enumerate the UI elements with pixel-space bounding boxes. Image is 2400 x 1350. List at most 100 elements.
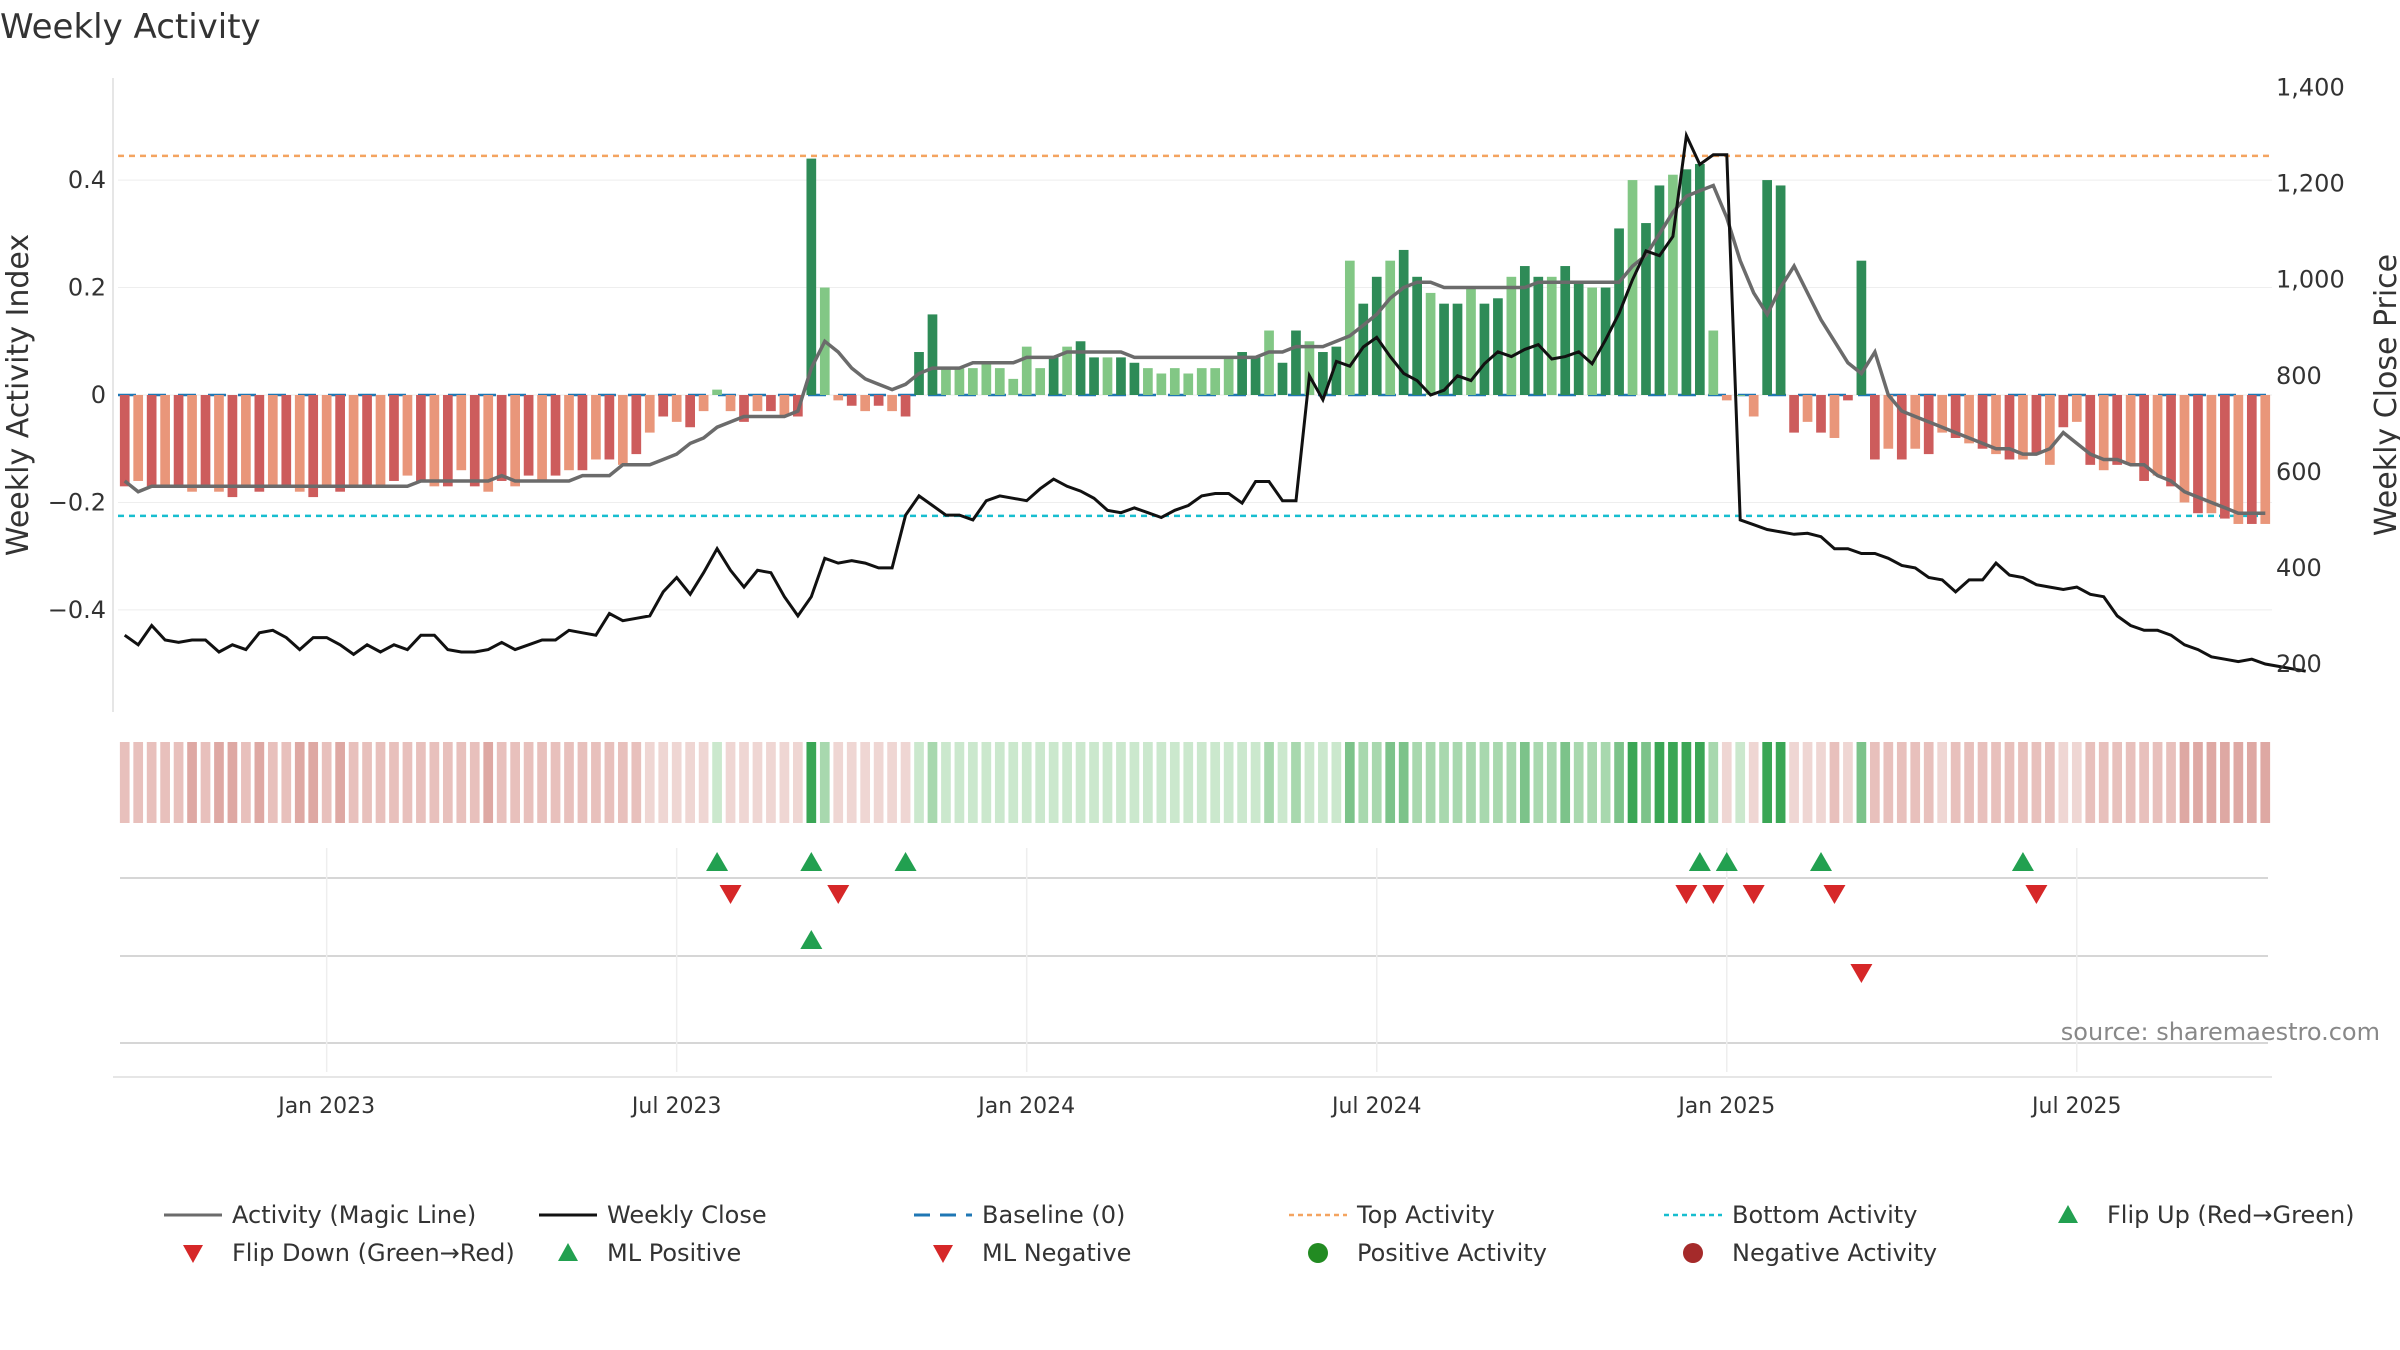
heat-cell <box>1937 742 1948 823</box>
heat-cell <box>1331 742 1342 823</box>
heat-cell <box>752 742 763 823</box>
heat-cell <box>1344 742 1355 823</box>
activity-bar <box>1291 330 1301 395</box>
legend-label: Flip Up (Red→Green) <box>2107 1201 2355 1229</box>
heat-cell <box>1775 742 1786 823</box>
heat-cell <box>375 742 386 823</box>
heat-cell <box>819 742 830 823</box>
activity-bar <box>2045 395 2055 465</box>
activity-bar <box>335 395 345 492</box>
heat-cell <box>712 742 722 823</box>
activity-bar <box>200 395 211 487</box>
heat-cell <box>1735 742 1746 823</box>
heat-cell <box>833 742 844 823</box>
activity-bar <box>402 395 413 476</box>
heat-cell <box>1008 742 1019 823</box>
heat-cell <box>1668 742 1678 823</box>
activity-bar <box>1385 260 1396 395</box>
heat-cell <box>1452 742 1463 823</box>
y2-tick-label: 800 <box>2276 362 2322 390</box>
y2-tick-label: 1,200 <box>2276 170 2345 198</box>
activity-bar <box>1264 330 1274 395</box>
activity-bar <box>146 395 157 487</box>
heat-cell <box>1519 742 1530 823</box>
heat-cell <box>1856 742 1867 823</box>
heat-cell <box>160 742 170 823</box>
heat-cell <box>1950 742 1961 823</box>
heat-cell <box>2031 742 2042 823</box>
x-tick-label: Jul 2025 <box>2030 1094 2122 1119</box>
activity-bar <box>1250 357 1261 395</box>
activity-bar <box>577 395 588 471</box>
heat-cell <box>577 742 588 823</box>
heat-cell <box>1977 742 1988 823</box>
heat-cell <box>1816 742 1826 823</box>
heat-cell <box>1789 742 1799 823</box>
legend-item: ML Negative <box>912 1238 1131 1268</box>
heat-cell <box>200 742 211 823</box>
heat-cell <box>631 742 642 823</box>
heat-cell <box>1237 742 1247 823</box>
flip-down-marker <box>1675 885 1698 904</box>
heat-cell <box>510 742 520 823</box>
activity-bar <box>1021 346 1032 395</box>
activity-bar <box>2152 395 2163 476</box>
heat-cell <box>1250 742 1261 823</box>
heat-cell <box>469 742 480 823</box>
activity-bar <box>698 395 709 412</box>
activity-bar <box>2179 395 2190 503</box>
heat-cell <box>900 742 911 823</box>
activity-bar <box>1008 378 1019 395</box>
activity-bar <box>321 395 332 487</box>
heat-cell <box>981 742 992 823</box>
activity-bar <box>1129 362 1140 395</box>
legend-label: Positive Activity <box>1357 1239 1547 1267</box>
activity-bar <box>1210 368 1221 395</box>
x-tick-label: Jan 2024 <box>976 1094 1075 1119</box>
legend-item: Negative Activity <box>1662 1238 1937 1268</box>
y2-tick-label: 1,400 <box>2276 74 2345 102</box>
activity-bar <box>456 395 467 471</box>
legend: Activity (Magic Line) Weekly Close Baselin… <box>150 1200 2400 1290</box>
activity-bar <box>739 395 749 422</box>
heat-cell <box>1829 742 1840 823</box>
y-tick-label: 0.4 <box>68 166 106 194</box>
flip-up-marker <box>1688 852 1711 871</box>
heat-cell <box>429 742 440 823</box>
flip-up-marker <box>894 852 917 871</box>
legend-item: Positive Activity <box>1287 1238 1547 1268</box>
activity-bar <box>2233 395 2244 524</box>
heat-cell <box>954 742 965 823</box>
heat-cell <box>698 742 709 823</box>
activity-bar <box>1344 260 1355 395</box>
heat-cell <box>806 742 817 823</box>
activity-bar <box>483 395 494 492</box>
heat-cell <box>994 742 1005 823</box>
activity-bar <box>658 395 669 417</box>
heat-cell <box>1412 742 1422 823</box>
activity-bar <box>766 395 776 412</box>
activity-bar <box>1829 395 1840 438</box>
y-tick-label: −0.4 <box>48 596 106 624</box>
activity-bar <box>1870 395 1880 460</box>
activity-bar <box>1627 180 1638 395</box>
heat-cell <box>2085 742 2096 823</box>
signal-strips <box>113 848 2272 1078</box>
y-tick-label: 0 <box>91 381 106 409</box>
activity-bar <box>604 395 615 460</box>
heat-cell <box>2220 742 2230 823</box>
activity-bar <box>1089 357 1099 395</box>
activity-bar <box>1331 346 1342 395</box>
heat-cell <box>1802 742 1813 823</box>
dotted-cyan-line-icon <box>1662 1200 1724 1230</box>
activity-bar <box>550 395 561 476</box>
red-down-triangle-icon <box>162 1238 224 1268</box>
activity-bar <box>900 395 911 417</box>
ml-positive-marker <box>800 930 823 949</box>
heat-cell <box>1304 742 1315 823</box>
heat-cell <box>1048 742 1059 823</box>
activity-bar <box>1910 395 1921 449</box>
legend-label: Activity (Magic Line) <box>232 1201 477 1229</box>
heat-cell <box>1910 742 1921 823</box>
heat-cell <box>658 742 669 823</box>
